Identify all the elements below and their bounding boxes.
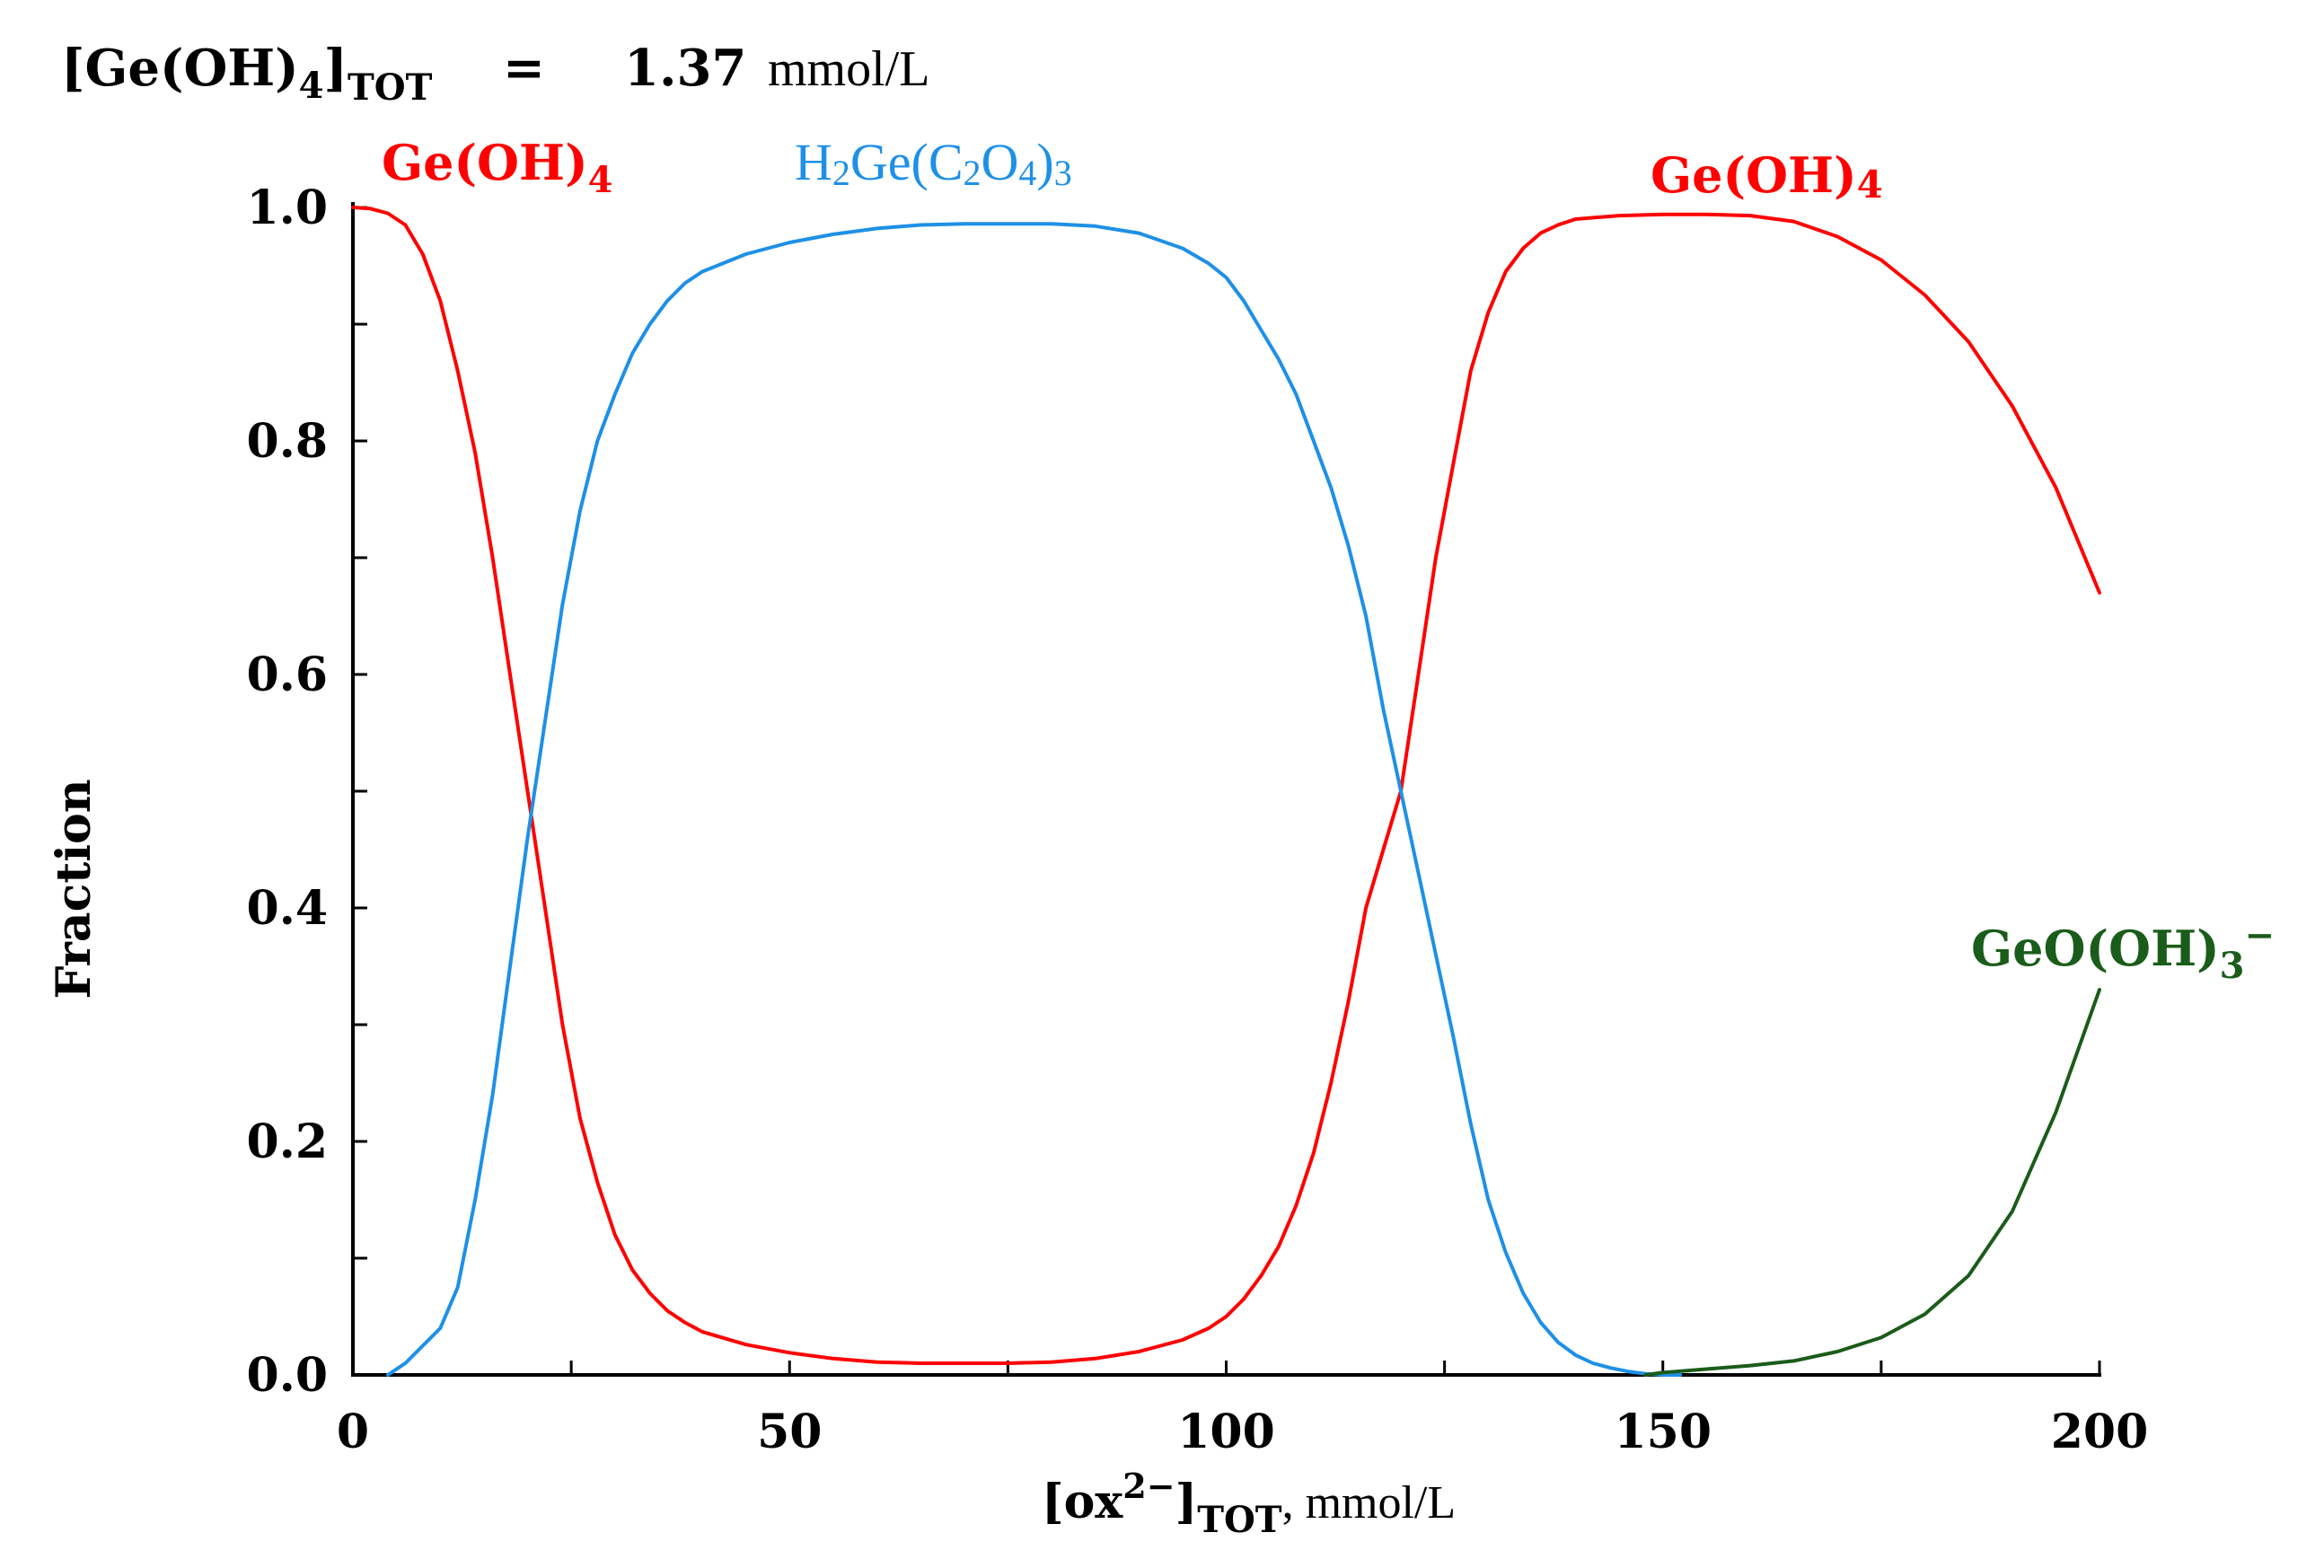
y-tick-labels: 0.0 0.2 0.4 0.6 0.8 1.0	[247, 181, 328, 1403]
label-geoh4-right-sub: 4	[1857, 163, 1883, 207]
label-geoh4-left-main: Ge(OH)	[382, 134, 588, 191]
y-tick-label: 0.8	[247, 414, 328, 469]
series-line-2	[1643, 988, 2101, 1377]
label-geooh3-main: GeO(OH)	[1971, 920, 2220, 977]
header-unit: mmol/L	[768, 41, 929, 97]
y-tick-label: 0.2	[247, 1114, 328, 1169]
x-tick-label: 50	[757, 1405, 822, 1459]
y-axis-title: Fraction	[47, 779, 101, 999]
label-h2ge-c2o4-3: H2Ge(C2O4)3	[795, 133, 1072, 193]
x-ticks	[351, 1361, 2101, 1375]
x-axis-title-unit: , mmol/L	[1282, 1477, 1457, 1528]
label-h2-main-a: H	[795, 133, 832, 191]
header-label-close: ]	[323, 39, 348, 98]
label-geoh4-left: Ge(OH)4	[382, 134, 612, 201]
header-label-sub4: 4	[299, 65, 324, 107]
header-title: [Ge(OH)4]TOT = 1.37 mmol/L	[61, 39, 929, 109]
x-axis-title-open: [ox	[1042, 1475, 1123, 1529]
label-h2-sub-d: 3	[1054, 153, 1072, 193]
label-geoh4-right-main: Ge(OH)	[1651, 146, 1857, 204]
label-h2-sub-a: 2	[832, 153, 850, 193]
header-equals: =	[503, 39, 545, 98]
header-label-main: [Ge(OH)	[61, 39, 299, 98]
x-tick-label: 150	[1614, 1405, 1712, 1459]
label-h2-main-b: Ge(C	[850, 133, 964, 191]
header-label-subtot: TOT	[348, 66, 433, 109]
label-h2-main-d: )	[1036, 133, 1053, 191]
y-tick-label: 0.6	[247, 647, 328, 702]
label-geooh3: GeO(OH)3−	[1971, 914, 2275, 987]
x-tick-label: 200	[2051, 1405, 2149, 1459]
series-line-1	[385, 222, 1683, 1377]
series-layer	[351, 206, 2101, 1377]
header-value: 1.37	[624, 39, 746, 98]
x-tick-label: 0	[337, 1405, 369, 1459]
series-line-0	[351, 206, 2101, 1365]
y-ticks	[353, 206, 367, 1377]
label-geooh3-sub: 3	[2220, 945, 2245, 987]
label-geooh3-sup: −	[2245, 914, 2276, 956]
x-axis-title-sub: TOT	[1197, 1499, 1282, 1541]
label-geoh4-right: Ge(OH)4	[1651, 146, 1883, 207]
y-tick-label: 1.0	[247, 181, 328, 235]
x-axis-title-close: ]	[1175, 1475, 1198, 1529]
y-tick-label: 0.0	[247, 1348, 328, 1403]
x-axis-title-sup: 2−	[1122, 1466, 1175, 1506]
x-tick-label: 100	[1177, 1405, 1275, 1459]
x-axis-title: [ox2−]TOT, mmol/L	[1042, 1466, 1456, 1541]
label-geoh4-left-sub: 4	[588, 159, 613, 201]
label-h2-main-c: O	[982, 133, 1019, 191]
x-tick-labels: 0 50 100 150 200	[337, 1405, 2148, 1459]
label-h2-sub-c: 4	[1018, 153, 1036, 193]
label-h2-sub-b: 2	[964, 153, 982, 193]
y-tick-label: 0.4	[247, 881, 328, 936]
